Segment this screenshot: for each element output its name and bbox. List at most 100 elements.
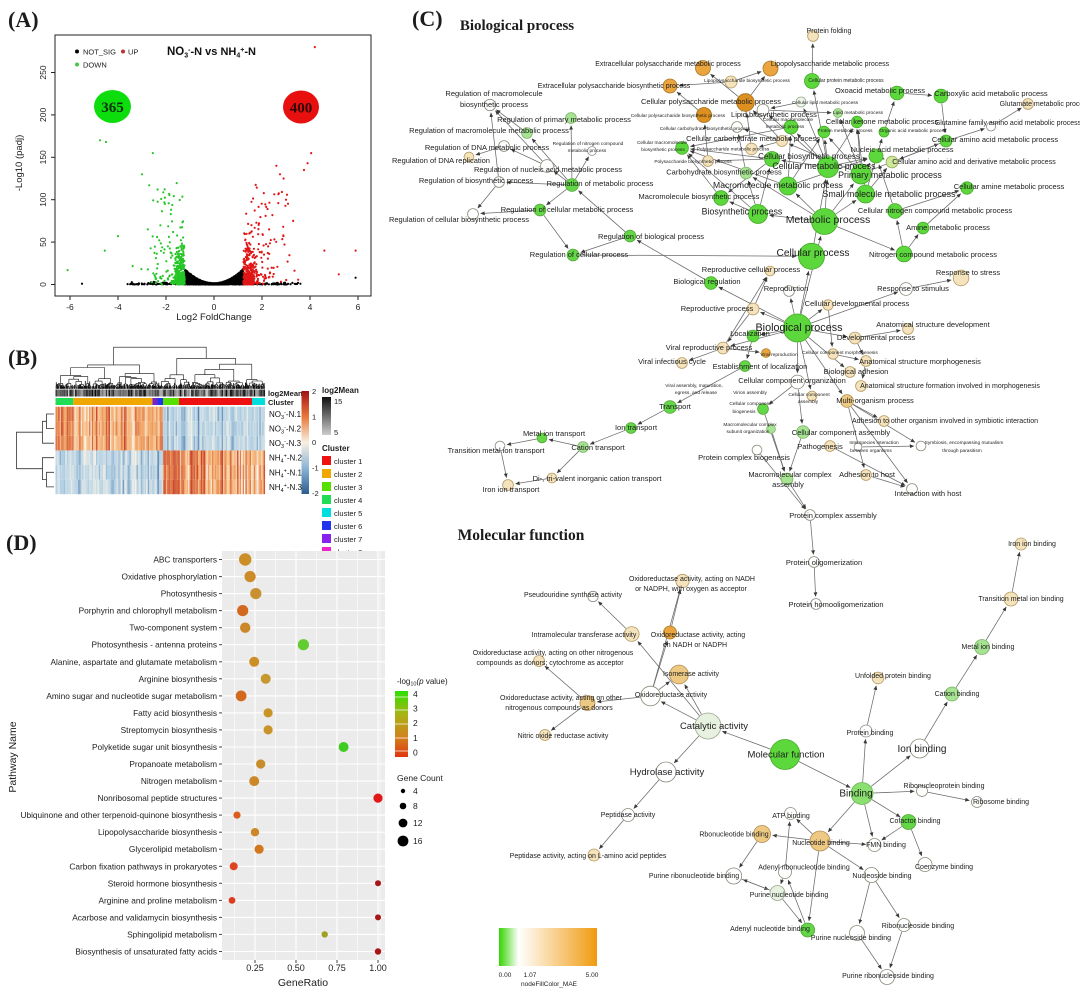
svg-text:Interspecies interaction: Interspecies interaction <box>849 440 899 446</box>
svg-text:Macromolecular complex: Macromolecular complex <box>723 422 777 428</box>
svg-text:Anatomical structure morphogen: Anatomical structure morphogenesis <box>859 357 981 366</box>
svg-text:Localization: Localization <box>730 329 770 338</box>
svg-text:Molecular function: Molecular function <box>458 527 585 544</box>
svg-text:1.07: 1.07 <box>524 972 537 979</box>
svg-text:Cellular macromolecule: Cellular macromolecule <box>637 140 687 146</box>
svg-text:Regulation of nucleic acid met: Regulation of nucleic acid metabolic pro… <box>474 165 622 174</box>
svg-text:cluster 4: cluster 4 <box>334 496 362 505</box>
svg-text:Nitrogen metabolism: Nitrogen metabolism <box>141 776 217 786</box>
svg-text:Arginine biosynthesis: Arginine biosynthesis <box>139 674 217 684</box>
svg-text:Extracellular polysaccharide b: Extracellular polysaccharide biosyntheti… <box>538 83 691 90</box>
svg-text:Purine ribonucleoside binding: Purine ribonucleoside binding <box>842 973 934 980</box>
svg-text:Lipid metabolic process: Lipid metabolic process <box>833 110 884 116</box>
svg-text:Amine metabolic process: Amine metabolic process <box>906 223 990 232</box>
svg-text:Fatty acid biosynthesis: Fatty acid biosynthesis <box>133 708 217 718</box>
svg-text:Anatomical structure formation: Anatomical structure formation involved … <box>860 383 1040 390</box>
svg-text:1.00: 1.00 <box>369 963 387 973</box>
svg-text:Steroid hormone biosynthesis: Steroid hormone biosynthesis <box>108 878 217 888</box>
svg-text:Regulation of primary metaboli: Regulation of primary metabolic process <box>497 115 631 124</box>
svg-text:0: 0 <box>38 282 48 287</box>
svg-text:2: 2 <box>260 302 265 312</box>
svg-text:cluster 5: cluster 5 <box>334 509 362 518</box>
svg-text:Cofactor binding: Cofactor binding <box>890 818 941 825</box>
svg-text:Nitrogen compound metabolic pr: Nitrogen compound metabolic process <box>869 250 997 259</box>
svg-text:Purine ribonucleotide binding: Purine ribonucleotide binding <box>649 873 739 880</box>
svg-text:Symbiosis, encompassing mutual: Symbiosis, encompassing mutualism <box>925 440 1004 446</box>
svg-text:Small molecule metabolic proce: Small molecule metabolic process <box>823 189 957 199</box>
svg-text:Lipid biosynthetic process: Lipid biosynthetic process <box>731 110 817 119</box>
svg-text:Reproduction: Reproduction <box>764 284 809 293</box>
svg-text:Pathogenesis: Pathogenesis <box>797 442 843 451</box>
svg-text:Protein folding: Protein folding <box>807 28 852 35</box>
svg-text:Cellular process: Cellular process <box>776 248 849 259</box>
svg-text:Primary metabolic process: Primary metabolic process <box>838 170 942 180</box>
svg-text:Iron ion transport: Iron ion transport <box>483 485 541 494</box>
svg-text:Acarbose and validamycin biosy: Acarbose and validamycin biosynthesis <box>72 912 217 922</box>
svg-text:Di-, tri-valent inorganic cati: Di-, tri-valent inorganic cation transpo… <box>533 474 663 483</box>
svg-text:Oxidoreductase activity, actin: Oxidoreductase activity, acting <box>651 632 746 639</box>
svg-text:Streptomycin biosynthesis: Streptomycin biosynthesis <box>121 725 217 735</box>
svg-text:Carbohydrate biosynthetic proc: Carbohydrate biosynthetic process <box>666 168 782 177</box>
svg-text:cluster 2: cluster 2 <box>334 470 362 479</box>
svg-text:Cellular amine metabolic proce: Cellular amine metabolic process <box>954 182 1065 191</box>
svg-text:Response to stress: Response to stress <box>936 268 1000 277</box>
svg-text:250: 250 <box>38 65 48 79</box>
svg-text:0.25: 0.25 <box>246 963 264 973</box>
svg-text:0.75: 0.75 <box>328 963 346 973</box>
svg-text:nitrogenous compounds as donor: nitrogenous compounds as donors <box>505 705 613 712</box>
svg-text:-log10(p value): -log10(p value) <box>397 677 448 688</box>
svg-text:5: 5 <box>334 428 338 437</box>
svg-text:Cellular amino acid and deriva: Cellular amino acid and derivative metab… <box>892 159 1056 166</box>
svg-text:compounds as donors; cytochrom: compounds as donors; cytochrome as accep… <box>476 660 624 667</box>
svg-text:(B): (B) <box>8 345 37 370</box>
svg-text:Macromolecular complex: Macromolecular complex <box>748 470 832 479</box>
svg-text:on NADH or NADPH: on NADH or NADPH <box>663 642 727 649</box>
svg-text:Nucleoside binding: Nucleoside binding <box>852 873 911 880</box>
svg-text:Regulation of metabolic proces: Regulation of metabolic process <box>547 179 654 188</box>
svg-text:Macromolecule biosynthetic pro: Macromolecule biosynthetic process <box>639 192 760 201</box>
svg-text:-Log10 (padj): -Log10 (padj) <box>14 135 25 192</box>
svg-text:Photosynthesis: Photosynthesis <box>161 589 217 599</box>
svg-text:Glutamate metabolic process: Glutamate metabolic process <box>1000 101 1080 108</box>
svg-text:0: 0 <box>413 747 418 757</box>
svg-text:UP: UP <box>128 48 138 57</box>
svg-text:Oxidative phosphorylation: Oxidative phosphorylation <box>122 572 218 582</box>
svg-text:Protein complex biogenesis: Protein complex biogenesis <box>698 453 790 462</box>
svg-text:0: 0 <box>312 438 316 447</box>
svg-text:Regulation of DNA replication: Regulation of DNA replication <box>392 156 490 165</box>
svg-text:Metabolic process: Metabolic process <box>786 214 871 226</box>
svg-text:between organisms: between organisms <box>850 448 892 454</box>
svg-text:NO3--N.2: NO3--N.2 <box>269 425 302 436</box>
svg-text:Interaction with host: Interaction with host <box>895 489 963 498</box>
svg-text:Regulation of cellular process: Regulation of cellular process <box>530 250 629 259</box>
svg-text:150: 150 <box>38 150 48 164</box>
svg-text:Nucleic acid metabolic process: Nucleic acid metabolic process <box>851 145 954 154</box>
svg-text:NOT_SIG: NOT_SIG <box>83 48 116 57</box>
svg-text:0: 0 <box>212 302 217 312</box>
svg-text:Viral reproduction: Viral reproduction <box>760 352 798 358</box>
svg-text:Rbonucleotide binding: Rbonucleotide binding <box>699 832 768 839</box>
svg-text:Response to stimulus: Response to stimulus <box>877 284 949 293</box>
svg-text:cluster 6: cluster 6 <box>334 522 362 531</box>
svg-text:Carbon fixation pathways in pr: Carbon fixation pathways in prokaryotes <box>69 861 217 871</box>
svg-text:Ion transport: Ion transport <box>615 423 658 432</box>
svg-text:Biosynthesis of unsaturated fa: Biosynthesis of unsaturated fatty acids <box>75 946 217 956</box>
svg-text:cluster 1: cluster 1 <box>334 457 362 466</box>
svg-text:Ribonucleoside binding: Ribonucleoside binding <box>882 923 954 930</box>
svg-text:Oxidoreductase activity, actin: Oxidoreductase activity, acting on NADH <box>629 576 755 583</box>
svg-text:12: 12 <box>413 818 423 828</box>
svg-text:Reproductive process: Reproductive process <box>681 304 754 313</box>
svg-text:Nitric oxide reductase activit: Nitric oxide reductase activity <box>518 733 609 740</box>
svg-text:Glycerolipid metabolism: Glycerolipid metabolism <box>129 844 217 854</box>
svg-text:Cellular component organizatio: Cellular component organization <box>738 376 846 385</box>
svg-text:Catalytic activity: Catalytic activity <box>680 721 748 732</box>
svg-text:Biological adhesion: Biological adhesion <box>824 367 889 376</box>
svg-text:200: 200 <box>38 108 48 122</box>
svg-text:(D): (D) <box>6 530 37 555</box>
svg-text:Adhesion to host: Adhesion to host <box>839 470 896 479</box>
svg-text:Propanoate metabolism: Propanoate metabolism <box>129 759 217 769</box>
svg-text:biogenesis: biogenesis <box>733 409 757 415</box>
svg-text:Metal ion binding: Metal ion binding <box>962 644 1015 651</box>
svg-text:Cellular developmental process: Cellular developmental process <box>805 299 910 308</box>
svg-text:Polysaccharide biosynthetic pr: Polysaccharide biosynthetic process <box>654 159 732 165</box>
